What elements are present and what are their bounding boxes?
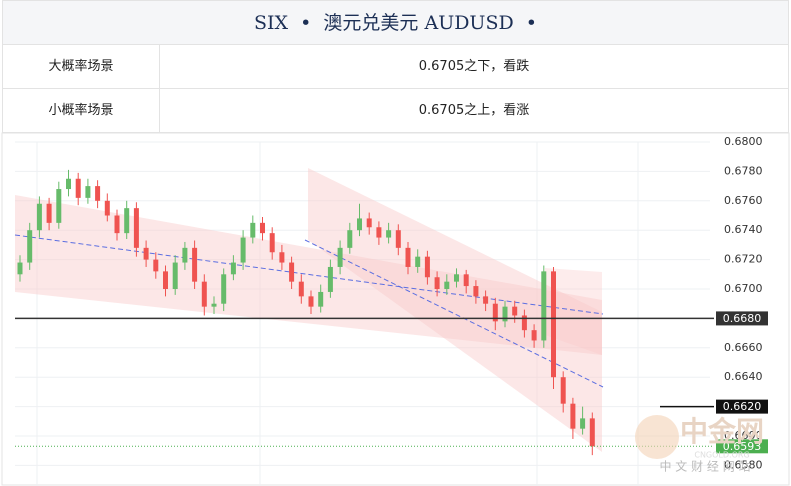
candle-body bbox=[347, 230, 353, 248]
candle-body bbox=[580, 418, 586, 429]
candle-body bbox=[114, 215, 120, 234]
candle-body bbox=[46, 203, 52, 223]
candle-body bbox=[95, 186, 101, 201]
candle-body bbox=[289, 262, 295, 282]
candle-body bbox=[104, 200, 110, 216]
candle-body bbox=[279, 252, 285, 263]
title: SIX • 澳元兑美元 AUDUSD • bbox=[2, 0, 789, 45]
scenario-text: 0.6705之下，看跌 bbox=[418, 59, 530, 74]
candle-body bbox=[308, 296, 314, 307]
watermark: 中 文 财 经 网 站 bbox=[659, 459, 750, 474]
candle-body bbox=[386, 230, 392, 238]
candle-body bbox=[589, 418, 595, 447]
candle-body bbox=[17, 262, 23, 275]
candle-body bbox=[163, 271, 168, 290]
candle-body bbox=[143, 247, 149, 260]
scenario-label: 小概率场景 bbox=[3, 89, 160, 132]
scenario-row: 大概率场景 0.6705之下，看跌 bbox=[2, 45, 789, 89]
candle-body bbox=[201, 281, 207, 307]
candle-body bbox=[541, 271, 547, 341]
candle-body bbox=[230, 262, 236, 275]
candle-body bbox=[240, 237, 246, 263]
price-label: 0.6620 bbox=[723, 400, 762, 413]
scenario-label: 大概率场景 bbox=[3, 45, 160, 88]
price-label: 0.6593 bbox=[723, 440, 762, 453]
candle-body bbox=[192, 247, 198, 282]
watermark: 中金网 bbox=[680, 415, 764, 448]
candle-body bbox=[182, 247, 188, 263]
candle-body bbox=[85, 186, 91, 198]
chart: 0.6580 0.6600 0.6620 0.6640 0.6660 0.6680 0.67… bbox=[1, 132, 790, 486]
candle-body bbox=[36, 203, 42, 231]
candle-body bbox=[327, 266, 333, 292]
y-tick-label: 0.6700 bbox=[724, 282, 763, 295]
candle-body bbox=[357, 218, 362, 231]
candle-body bbox=[221, 274, 227, 304]
candle-body bbox=[434, 277, 440, 290]
candle-body bbox=[444, 281, 450, 290]
candle-body bbox=[551, 271, 556, 378]
trend-line bbox=[14, 234, 604, 315]
candle-body bbox=[415, 256, 421, 267]
candle-body bbox=[366, 218, 372, 228]
candle-body bbox=[260, 222, 265, 234]
price-label: 0.6680 bbox=[723, 312, 762, 325]
y-tick-label: 0.6760 bbox=[724, 194, 763, 207]
candle-body bbox=[560, 377, 566, 404]
candle-body bbox=[395, 230, 401, 248]
candle-body bbox=[337, 247, 343, 267]
candle-body bbox=[521, 315, 527, 331]
candle-body bbox=[27, 230, 33, 263]
y-tick-label: 0.6720 bbox=[724, 253, 763, 266]
candle-body bbox=[318, 291, 324, 307]
y-tick-label: 0.6740 bbox=[724, 223, 763, 236]
candle-body bbox=[56, 189, 62, 223]
candle-body bbox=[473, 286, 479, 297]
candle-body bbox=[211, 303, 217, 307]
candle-body bbox=[492, 303, 498, 322]
y-tick-label: 0.6600 bbox=[724, 429, 763, 442]
candle-body bbox=[153, 259, 159, 272]
candle-body bbox=[124, 208, 130, 234]
y-tick-label: 0.6780 bbox=[724, 164, 763, 177]
candle-body bbox=[75, 178, 81, 198]
y-tick-label: 0.6640 bbox=[724, 370, 763, 383]
channel bbox=[15, 195, 602, 355]
candle-body bbox=[269, 233, 275, 253]
candle-body bbox=[502, 306, 508, 322]
candle-body bbox=[512, 306, 518, 316]
candle-body bbox=[424, 256, 430, 278]
y-tick-label: 0.6800 bbox=[724, 135, 763, 148]
candle-body bbox=[133, 208, 139, 248]
candle-body bbox=[463, 274, 469, 287]
candle-body bbox=[66, 178, 71, 190]
candle-body bbox=[531, 330, 537, 341]
scenario-text: 0.6705之上，看涨 bbox=[418, 103, 530, 118]
price-tag bbox=[716, 439, 768, 454]
watermark-logo bbox=[635, 415, 679, 459]
candle-body bbox=[483, 296, 489, 304]
candle-body bbox=[570, 403, 576, 429]
candle-body bbox=[172, 262, 178, 290]
channel bbox=[545, 268, 602, 355]
candle-body bbox=[454, 274, 459, 282]
watermark: CNGOLD.ORG bbox=[694, 451, 749, 460]
price-tag bbox=[716, 399, 768, 414]
candle-body bbox=[405, 247, 411, 267]
y-tick-label: 0.6580 bbox=[724, 458, 763, 471]
channel bbox=[308, 168, 602, 452]
candle-body bbox=[298, 281, 304, 297]
candle-body bbox=[376, 227, 382, 238]
price-tag bbox=[716, 311, 768, 326]
scenario-row: 小概率场景 0.6705之上，看涨 bbox=[2, 89, 789, 133]
y-tick-label: 0.6660 bbox=[724, 341, 763, 354]
candle-body bbox=[250, 222, 256, 238]
